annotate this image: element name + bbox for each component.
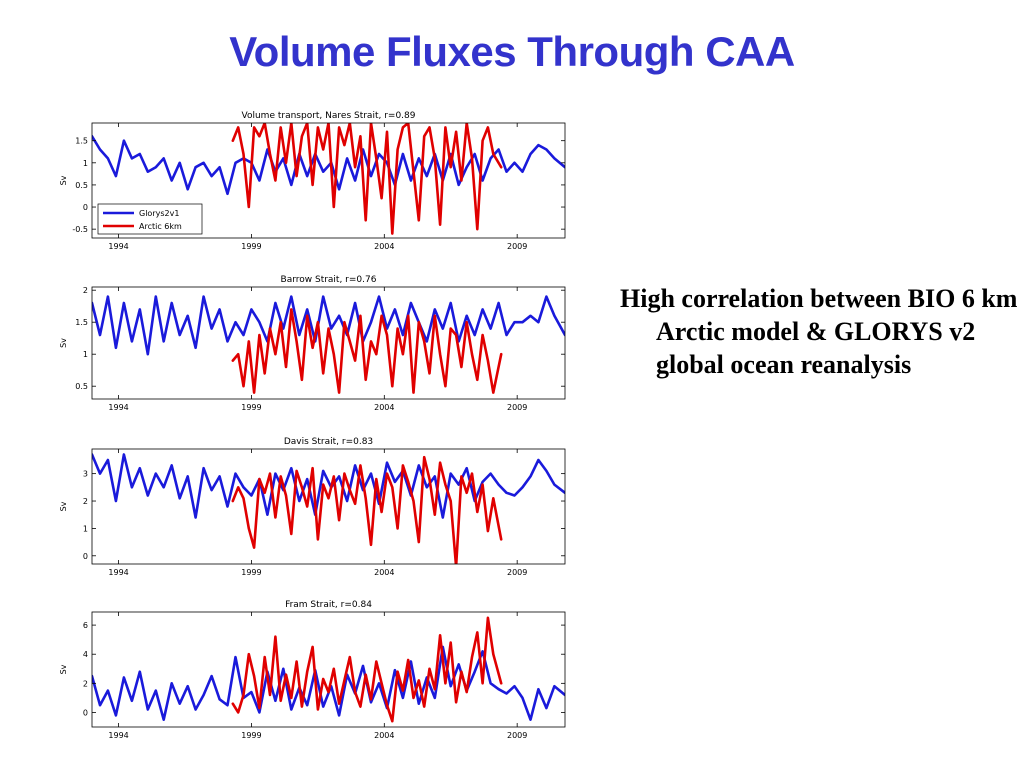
x-tick-label: 2009 [507, 242, 527, 251]
y-tick-label: 6 [83, 621, 88, 630]
series-group [92, 453, 565, 564]
series-line-arctic-6km [231, 123, 503, 235]
x-tick-label: 1994 [108, 568, 128, 577]
x-tick-label: 1999 [241, 403, 261, 412]
y-axis-label: Sv [59, 501, 68, 511]
y-tick-label: 4 [83, 650, 88, 659]
chart-title: Davis Strait, r=0.83 [284, 437, 373, 447]
chart-4: Fram Strait, r=0.84 1994 1999 2004 2009 0 2 4 6 S… [59, 600, 566, 740]
series-line-arctic-6km [231, 616, 503, 723]
y-tick-label: 0.5 [75, 181, 88, 190]
y-axis-label: Sv [59, 175, 68, 185]
plot-frame [91, 122, 566, 239]
series-group [92, 616, 565, 723]
x-tick-label: 2004 [374, 731, 394, 740]
legend-label: Glorys2v1 [139, 209, 179, 218]
x-tick-label: 1999 [241, 242, 261, 251]
y-tick-label: 3 [83, 470, 88, 479]
y-tick-label: 1.5 [75, 318, 88, 327]
bullet-text: High correlation between BIO 6 km Arctic… [620, 284, 1018, 379]
legend: Glorys2v1 Arctic 6km [97, 203, 203, 235]
legend-box [97, 203, 203, 235]
x-tick-label: 2004 [374, 568, 394, 577]
chart-3: Davis Strait, r=0.83 1994 1999 2004 2009 0 1 2 3… [59, 437, 566, 577]
plot-frame [91, 611, 566, 728]
y-tick-label: 2 [83, 286, 88, 295]
chart-2: Barrow Strait, r=0.76 1994 1999 2004 2009 0.5… [59, 275, 566, 412]
series-line-glorys2v1 [92, 295, 565, 356]
x-tick-label: 2009 [507, 403, 527, 412]
y-tick-label: -0.5 [72, 225, 88, 234]
x-tick-label: 1994 [108, 731, 128, 740]
x-tick-label: 1999 [241, 568, 261, 577]
charts-panel: Volume transport, Nares Strait, r=0.89 19… [40, 100, 580, 750]
x-tick-label: 2004 [374, 403, 394, 412]
series-line-arctic-6km [231, 308, 503, 394]
y-tick-label: 2 [83, 679, 88, 688]
series-group [92, 123, 565, 235]
y-tick-label: 0 [83, 708, 88, 717]
chart-title: Barrow Strait, r=0.76 [281, 275, 377, 285]
y-axis-label: Sv [59, 338, 68, 348]
y-tick-label: 1 [83, 524, 88, 533]
charts-figure: Volume transport, Nares Strait, r=0.89 19… [59, 111, 566, 740]
plot-frame [91, 286, 566, 400]
x-tick-label: 1994 [108, 242, 128, 251]
series-line-glorys2v1 [92, 134, 565, 196]
chart-1: Volume transport, Nares Strait, r=0.89 19… [59, 111, 566, 251]
y-tick-label: 0 [83, 203, 88, 212]
y-tick-label: 1 [83, 350, 88, 359]
plot-frame [91, 448, 566, 565]
y-tick-label: 0.5 [75, 382, 88, 391]
x-tick-label: 1999 [241, 731, 261, 740]
legend-label: Arctic 6km [139, 222, 182, 231]
y-tick-label: 1.5 [75, 137, 88, 146]
chart-title: Volume transport, Nares Strait, r=0.89 [242, 111, 416, 121]
x-tick-label: 2009 [507, 568, 527, 577]
series-line-glorys2v1 [92, 453, 565, 519]
x-tick-label: 1994 [108, 403, 128, 412]
y-tick-label: 0 [83, 552, 88, 561]
slide-title: Volume Fluxes Through CAA [229, 28, 795, 75]
chart-title: Fram Strait, r=0.84 [285, 600, 372, 610]
x-tick-label: 2009 [507, 731, 527, 740]
y-tick-label: 1 [83, 159, 88, 168]
series-group [92, 295, 565, 394]
y-tick-label: 2 [83, 497, 88, 506]
x-tick-label: 2004 [374, 242, 394, 251]
series-line-arctic-6km [231, 455, 503, 564]
y-axis-label: Sv [59, 664, 68, 674]
